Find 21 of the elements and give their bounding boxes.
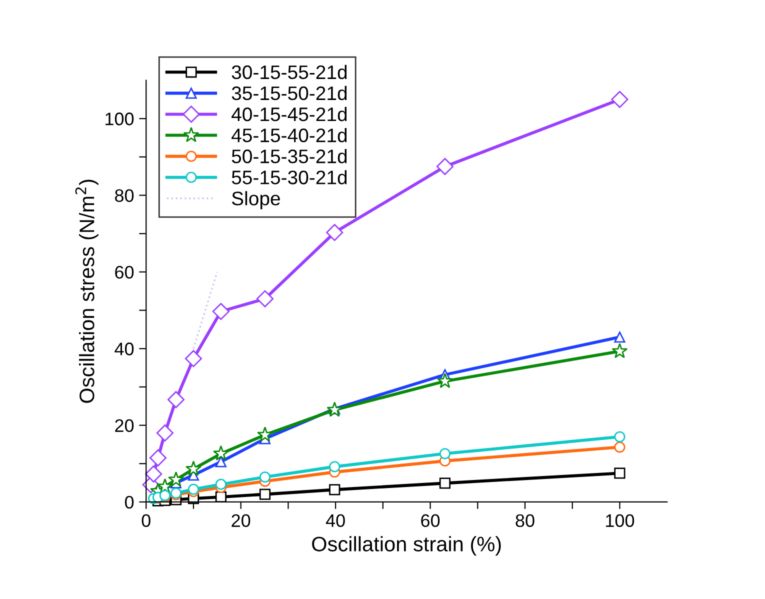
- y-tick-label: 60: [115, 266, 134, 279]
- x-tick-label: 100: [606, 514, 634, 528]
- x-tick-label: 0: [142, 514, 150, 528]
- y-tick-label: 80: [115, 189, 134, 202]
- legend-label: Slope: [232, 191, 280, 210]
- y-tick-label: 40: [114, 342, 134, 356]
- y-tick-label: 20: [115, 419, 134, 432]
- x-tick-label: 20: [232, 514, 250, 528]
- y-axis-title: Oscillation stress (N/m$^{2}$): [75, 180, 98, 403]
- legend-label: 40-15-45-21d: [232, 106, 347, 122]
- x-tick-label: 80: [516, 514, 534, 528]
- x-tick-label: 40: [326, 514, 345, 528]
- y-tick-label: 100: [106, 112, 134, 126]
- legend-label: 50-15-35-21d: [232, 149, 347, 164]
- legend-label: 35-15-50-21d: [232, 86, 347, 100]
- legend-label: 30-15-55-21d: [232, 64, 347, 80]
- legend-label: 55-15-30-21d: [232, 170, 347, 184]
- x-tick-label: 60: [421, 514, 440, 528]
- y-tick-label: 0: [124, 496, 134, 509]
- legend-label: 45-15-40-21d: [232, 128, 347, 142]
- x-axis-title: Oscillation strain (%): [312, 536, 501, 556]
